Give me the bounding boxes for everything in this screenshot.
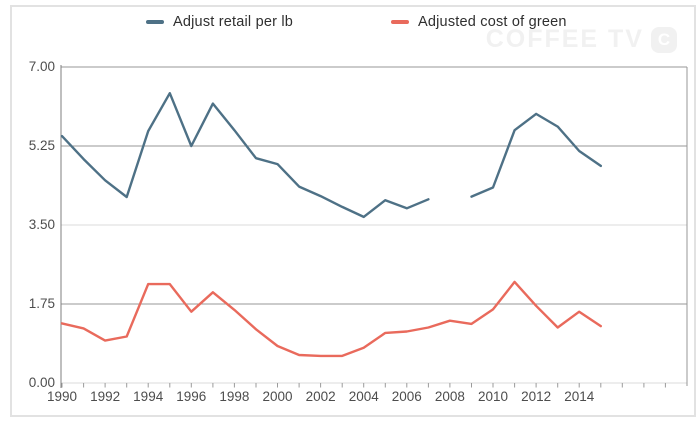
watermark-text: COFFEE TV [485, 25, 644, 53]
watermark: COFFEE TV C [486, 25, 677, 54]
chart-card-border [10, 5, 696, 417]
legend-label-cost: Adjusted cost of green [418, 14, 567, 30]
legend-line-marker-retail [146, 20, 164, 24]
legend-line-marker-cost [391, 20, 409, 24]
legend-item-cost: Adjusted cost of green [391, 12, 567, 32]
legend-item-retail: Adjust retail per lb [146, 12, 293, 32]
series-line [60, 280, 602, 358]
series-line [60, 91, 430, 219]
legend-label-retail: Adjust retail per lb [173, 14, 294, 30]
series-line [470, 112, 602, 198]
watermark-logo-icon: C [651, 26, 677, 53]
